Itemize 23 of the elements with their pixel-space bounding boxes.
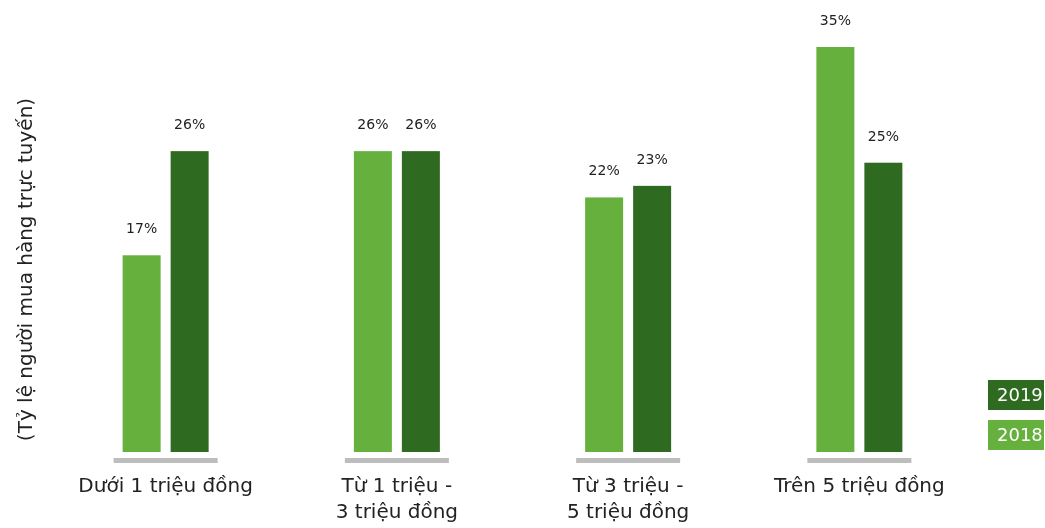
x-tick-label: Từ 1 triệu - 3 triệu đồng (335, 473, 459, 523)
bar (122, 255, 161, 452)
x-tick-label: Trên 5 triệu đồng (773, 473, 945, 497)
data-label: 17% (126, 220, 158, 237)
x-tick-label: Từ 3 triệu - 5 triệu đồng (566, 473, 690, 523)
bar (170, 151, 209, 452)
data-label: 26% (405, 116, 437, 133)
data-label: 26% (174, 116, 206, 133)
legend-label: 2018 (997, 424, 1043, 445)
bar (401, 151, 440, 452)
x-tick-label: Dưới 1 triệu đồng (78, 473, 253, 497)
bar (353, 151, 392, 452)
y-axis-title: (Tỷ lệ người mua hàng trực tuyến) (13, 97, 37, 442)
data-label: 23% (636, 150, 668, 167)
bar (816, 47, 855, 452)
data-label: 26% (357, 116, 389, 133)
bar (864, 162, 903, 452)
bar (633, 185, 672, 452)
data-label: 22% (588, 162, 620, 179)
bar (585, 197, 624, 452)
data-label: 35% (819, 12, 851, 28)
legend-label: 2019 (997, 384, 1043, 405)
data-label: 25% (867, 127, 899, 144)
